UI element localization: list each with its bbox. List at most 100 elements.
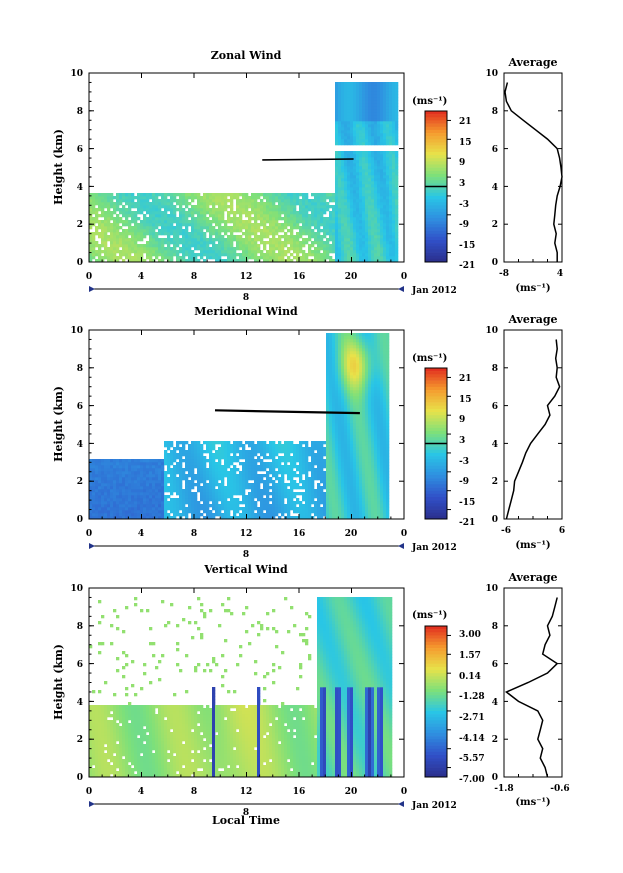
heatmap-cell: [122, 232, 126, 236]
heatmap-cell: [92, 247, 96, 251]
heatmap-cell: [305, 483, 309, 487]
heatmap-cell: [293, 516, 297, 519]
heatmap-cell: [392, 106, 396, 110]
heatmap-cell: [110, 214, 114, 218]
heatmap-cell: [110, 202, 114, 206]
heatmap-cell: [344, 82, 348, 86]
heatmap-cell: [170, 501, 174, 505]
heatmap-cell: [110, 199, 114, 203]
heatmap-cell: [374, 238, 378, 242]
heatmap-cell: [332, 453, 336, 457]
heatmap-cell: [140, 495, 144, 499]
heatmap-cell: [251, 483, 255, 487]
heatmap-cell: [260, 513, 264, 517]
heatmap-cell: [212, 459, 216, 463]
heatmap-cell: [104, 516, 108, 519]
heatmap-cell: [233, 235, 237, 239]
heatmap-cell: [155, 489, 159, 493]
heatmap-cell: [287, 483, 291, 487]
y-tick-label: 6: [77, 145, 83, 155]
heatmap-cell: [233, 226, 237, 230]
heatmap-cell: [278, 498, 282, 502]
heatmap-cell: [326, 450, 330, 454]
heatmap-cell: [302, 196, 306, 200]
heatmap-cell: [212, 495, 216, 499]
heatmap-cell: [137, 202, 141, 206]
heatmap-cell: [305, 241, 309, 245]
heatmap-cell: [215, 477, 219, 481]
heatmap-cell: [281, 510, 285, 514]
heatmap-cell: [386, 196, 390, 200]
heatmap-cell: [383, 106, 387, 110]
heatmap-cell: [320, 474, 324, 478]
heatmap-cell: [164, 208, 168, 212]
heatmap-cell: [203, 483, 207, 487]
heatmap-cell: [308, 229, 312, 233]
heatmap-cell: [248, 516, 252, 519]
heatmap-cell: [212, 483, 216, 487]
heatmap-cell: [278, 196, 282, 200]
heatmap-cell: [218, 465, 222, 469]
heatmap-cell: [314, 202, 318, 206]
heatmap-cell: [326, 238, 330, 242]
heatmap-cell: [344, 217, 348, 221]
heatmap-cell: [110, 468, 114, 472]
heatmap-cell: [260, 223, 264, 227]
heatmap-cell: [245, 214, 249, 218]
heatmap-cell: [170, 229, 174, 233]
heatmap-cell: [233, 492, 237, 496]
heatmap-cell: [236, 220, 240, 224]
heatmap-cell: [335, 471, 339, 475]
heatmap-cell: [113, 471, 117, 475]
heatmap-cell: [230, 205, 234, 209]
heatmap-cell: [236, 486, 240, 490]
heatmap-cell: [203, 244, 207, 248]
heatmap-cell: [266, 214, 270, 218]
heatmap-cell: [362, 253, 366, 257]
heatmap-cell: [395, 121, 399, 125]
heatmap-cell: [98, 492, 102, 496]
heatmap-cell: [284, 208, 288, 212]
heatmap-cell: [224, 220, 228, 224]
heatmap-cell: [101, 259, 105, 262]
heatmap-cell: [344, 124, 348, 128]
heatmap-cell: [335, 88, 339, 92]
heatmap-cell: [389, 82, 393, 86]
heatmap-cell: [350, 190, 354, 194]
heatmap-cell: [302, 205, 306, 209]
heatmap-cell: [218, 507, 222, 511]
heatmap-cell: [260, 235, 264, 239]
heatmap-cell: [335, 202, 339, 206]
heatmap-cell: [119, 238, 123, 242]
heatmap-cell: [254, 474, 258, 478]
heatmap-cell: [257, 489, 261, 493]
heatmap-cell: [188, 250, 192, 254]
heatmap-cell: [335, 82, 339, 86]
heatmap-cell: [155, 244, 159, 248]
heatmap-cell: [161, 459, 165, 463]
colorbar-swatch: [425, 151, 447, 156]
heatmap-cell: [332, 465, 336, 469]
heatmap-cell: [152, 232, 156, 236]
heatmap-cell: [104, 241, 108, 245]
heatmap-cell: [164, 238, 168, 242]
heatmap-cell: [188, 232, 192, 236]
heatmap-cell: [344, 94, 348, 98]
heatmap-cell: [374, 133, 378, 137]
heatmap-cell: [101, 471, 105, 475]
heatmap-cell: [341, 238, 345, 242]
heatmap-cell: [377, 160, 381, 164]
heatmap-cell: [185, 214, 189, 218]
heatmap-cell: [356, 202, 360, 206]
heatmap-cell: [197, 480, 201, 484]
heatmap-cell: [311, 483, 315, 487]
heatmap-cell: [164, 510, 168, 514]
heatmap-cell: [122, 244, 126, 248]
heatmap-cell: [374, 229, 378, 233]
heatmap-cell: [305, 196, 309, 200]
heatmap-cell: [248, 444, 252, 448]
heatmap-cell: [212, 471, 216, 475]
heatmap-cell: [302, 498, 306, 502]
heatmap-cell: [356, 247, 360, 251]
heatmap-cell: [233, 441, 237, 445]
